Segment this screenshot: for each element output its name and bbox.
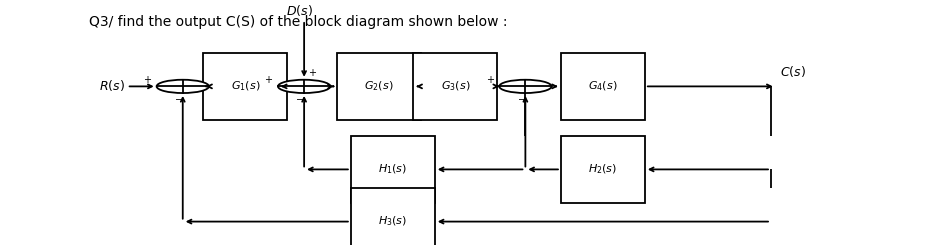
- Text: $H_3(s)$: $H_3(s)$: [379, 215, 408, 228]
- Bar: [337, 53, 421, 120]
- Circle shape: [499, 80, 552, 93]
- Text: $G_3(s)$: $G_3(s)$: [440, 80, 470, 93]
- Bar: [351, 136, 435, 203]
- Text: $G_1(s)$: $G_1(s)$: [231, 80, 260, 93]
- Bar: [561, 53, 645, 120]
- Text: $G_4(s)$: $G_4(s)$: [588, 80, 618, 93]
- Bar: [561, 136, 645, 203]
- Text: +: +: [265, 75, 272, 85]
- Text: −: −: [175, 95, 183, 105]
- Text: $H_1(s)$: $H_1(s)$: [379, 163, 408, 176]
- Text: −: −: [518, 95, 525, 105]
- Text: +: +: [308, 68, 316, 78]
- Text: Q3/ find the output C(S) of the block diagram shown below :: Q3/ find the output C(S) of the block di…: [90, 15, 508, 29]
- Text: $D(s)$: $D(s)$: [286, 3, 313, 18]
- Text: +: +: [143, 75, 151, 85]
- Bar: [351, 188, 435, 246]
- Text: +: +: [485, 75, 494, 85]
- Text: −: −: [296, 95, 305, 105]
- Text: $G_2(s)$: $G_2(s)$: [364, 80, 394, 93]
- Text: $C(s)$: $C(s)$: [781, 64, 806, 79]
- Circle shape: [278, 80, 330, 93]
- Circle shape: [156, 80, 209, 93]
- Bar: [413, 53, 497, 120]
- Bar: [203, 53, 287, 120]
- Text: $H_2(s)$: $H_2(s)$: [588, 163, 617, 176]
- Text: $R(s)$: $R(s)$: [99, 78, 125, 93]
